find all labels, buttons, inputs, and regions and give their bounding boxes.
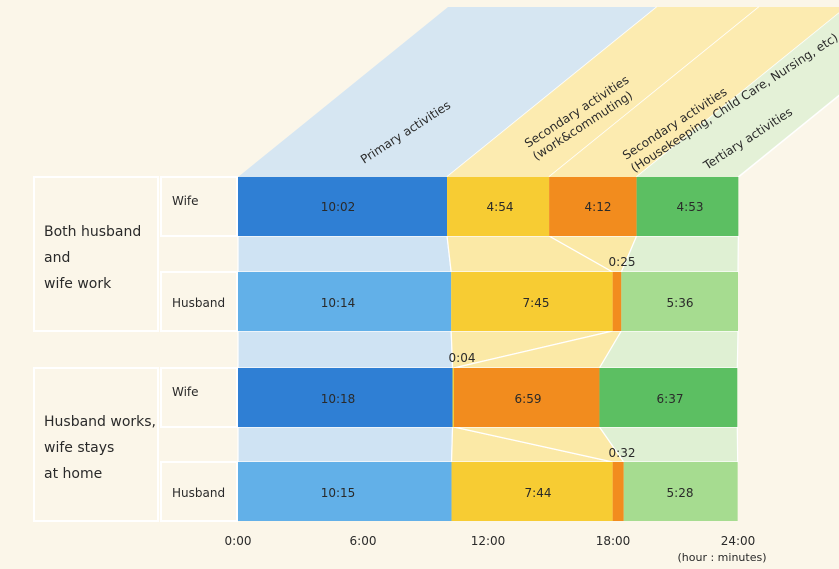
person-frame: [160, 176, 238, 237]
person-label: Wife: [172, 385, 199, 399]
bar-segment-secondary_house: [612, 462, 624, 521]
group-label: Husband works,: [44, 414, 156, 430]
bar-segment-secondary_house: [549, 177, 637, 236]
value-label: 4:53: [677, 200, 704, 214]
person-label: Husband: [172, 296, 225, 310]
value-label: 7:45: [523, 296, 550, 310]
label-frames: [33, 176, 238, 522]
person-label: Husband: [172, 486, 225, 500]
connector-band-primary: [237, 235, 452, 273]
bar-segment-secondary_work: [447, 177, 550, 236]
value-label: 6:37: [657, 392, 684, 406]
bar-segment-primary: [238, 368, 453, 427]
x-tick-label: 0:00: [225, 534, 252, 548]
value-label: 10:02: [321, 200, 356, 214]
group-label: wife work: [44, 276, 112, 292]
header-band-secondary_work: [447, 7, 760, 177]
person-frame: [160, 367, 238, 428]
group-label: at home: [44, 466, 102, 482]
bar-segment-secondary_work: [452, 368, 454, 427]
connector-band-primary: [237, 330, 454, 369]
bar-segment-secondary_work: [451, 462, 613, 521]
bar-segment-primary: [238, 272, 452, 331]
group-label: Both husband: [44, 224, 141, 240]
bar-segment-secondary_work: [451, 272, 613, 331]
value-label: 0:32: [609, 446, 636, 460]
connector-band-primary: [237, 426, 454, 463]
value-label: 10:15: [321, 486, 356, 500]
value-label: 10:14: [321, 296, 356, 310]
value-label: 5:36: [667, 296, 694, 310]
x-tick-label: 24:00: [721, 534, 756, 548]
value-label: 6:59: [515, 392, 542, 406]
stacked-bars: [238, 177, 739, 521]
connector-band-tertiary: [620, 235, 739, 273]
value-label: 10:18: [321, 392, 356, 406]
value-label: 0:25: [609, 255, 636, 269]
person-label: Wife: [172, 194, 199, 208]
x-tick-label: 6:00: [350, 534, 377, 548]
header-band-divider: [737, 94, 839, 178]
bar-segment-tertiary: [599, 368, 738, 427]
group-label: wife stays: [44, 440, 114, 456]
header-band-primary: [238, 7, 658, 177]
connector-band-tertiary: [598, 330, 739, 369]
connector-bands: [237, 6, 839, 463]
group-label: and: [44, 250, 70, 266]
bar-segment-primary: [238, 462, 452, 521]
bar-segment-tertiary: [636, 177, 739, 236]
person-frame: [160, 461, 238, 522]
group-frame: [33, 367, 159, 522]
value-label: 7:44: [525, 486, 552, 500]
bar-segment-primary: [238, 177, 448, 236]
value-label: 4:54: [487, 200, 514, 214]
x-unit-label: (hour : minutes): [677, 551, 766, 564]
bar-segment-secondary_house: [453, 368, 600, 427]
bar-segment-tertiary: [621, 272, 738, 331]
bar-segment-tertiary: [623, 462, 738, 521]
group-frame: [33, 176, 159, 332]
bar-segment-secondary_house: [612, 272, 622, 331]
header-band-secondary_house: [549, 7, 839, 177]
value-label: 0:04: [449, 351, 476, 365]
value-label: 5:28: [667, 486, 694, 500]
x-tick-label: 12:00: [471, 534, 506, 548]
person-frame: [160, 271, 238, 332]
value-label: 4:12: [585, 200, 612, 214]
x-tick-label: 18:00: [596, 534, 631, 548]
